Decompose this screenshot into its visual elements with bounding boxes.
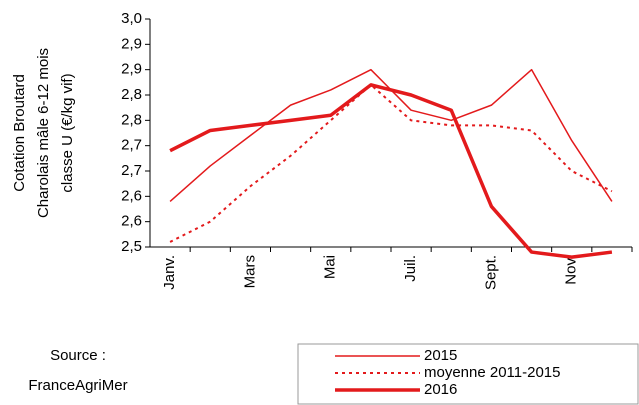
legend-label: 2015 <box>424 347 457 364</box>
y-tick-label: 2,9 <box>121 35 142 52</box>
y-tick-label: 2,7 <box>121 162 142 179</box>
y-tick-label: 2,6 <box>121 187 142 204</box>
x-tick-label: Mars <box>241 255 258 288</box>
y-tick-label: 2,7 <box>121 137 142 154</box>
y-tick-label: 2,6 <box>121 213 142 230</box>
series-line <box>169 83 613 259</box>
y-axis-title: classe U (€/kg vif) <box>59 73 76 192</box>
y-axis-title: Charolais mâle 6-12 mois <box>35 48 52 218</box>
legend-box <box>297 343 639 405</box>
y-tick-label: 2,8 <box>121 111 142 128</box>
source: Source : <box>50 347 106 364</box>
y-axis-title: Cotation Broutard <box>11 74 28 192</box>
x-tick-label: Juil. <box>402 255 419 282</box>
series-line <box>169 83 613 243</box>
legend-label: 2016 <box>424 381 457 398</box>
x-tick-label: Nov. <box>563 255 580 285</box>
legend-label: moyenne 2011-2015 <box>424 364 561 381</box>
x-tick-label: Janv. <box>161 255 178 290</box>
y-tick-label: 2,8 <box>121 86 142 103</box>
y-tick-label: 2,5 <box>121 238 142 255</box>
x-tick-label: Mai <box>322 255 339 279</box>
y-tick-label: 3,0 <box>121 10 142 27</box>
y-tick-label: 2,9 <box>121 61 142 78</box>
x-tick-label: Sept. <box>482 255 499 290</box>
source: FranceAgriMer <box>28 377 127 394</box>
